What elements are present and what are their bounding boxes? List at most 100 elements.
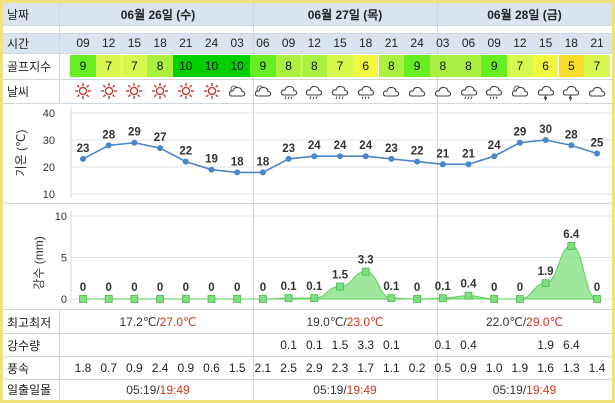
rain-point (516, 295, 524, 303)
time-cell: 21 (179, 36, 193, 50)
temp-data-label: 23 (77, 143, 90, 155)
cloud-icon (379, 81, 403, 101)
rain-point (79, 295, 87, 303)
sun-icon (200, 81, 224, 101)
time-cell: 12 (102, 36, 116, 50)
temp-data-label: 24 (488, 140, 501, 152)
golf-index-cell: 9 (404, 55, 430, 77)
sunrise-time: 05:19/ (126, 382, 160, 397)
sunset-time: 19:49 (346, 382, 377, 397)
golf-index-cell: 8 (378, 55, 405, 77)
time-cell: 03 (230, 36, 244, 50)
temp-point (182, 158, 189, 165)
temp-point (362, 153, 369, 160)
rain-data-label: 0 (131, 282, 137, 294)
date-day2: 06월 27일 (목) (307, 7, 383, 22)
wind-cell: 1.6 (537, 361, 554, 375)
wind-cell: 1.5 (228, 361, 246, 375)
temp-tick-label: 40 (43, 108, 55, 120)
precip-cell: 0.4 (460, 338, 477, 352)
min-temp: 19.0℃ (306, 315, 344, 329)
rain-point (310, 294, 319, 303)
sun-icon (97, 81, 121, 101)
rain-point (233, 295, 242, 303)
golf-index-label: 골프지수 (7, 59, 52, 74)
temp-data-label: 29 (128, 127, 141, 139)
time-row (3, 33, 612, 53)
rain-data-label: 6.4 (563, 229, 580, 241)
temp-point (157, 145, 164, 152)
min-temp: 22.0℃ (485, 315, 523, 329)
row-divider (3, 53, 612, 54)
time-cell: 09 (487, 36, 501, 50)
col-divider (59, 309, 60, 400)
wind-cell: 1.0 (485, 361, 503, 375)
time-cell: 21 (590, 36, 604, 50)
temp-data-label: 28 (102, 129, 115, 141)
golf-index-cell: 6 (352, 55, 379, 77)
precipitation-chart: 0 5 10 강수 (mm) 0 0 0 0 0 0 0 0 0.1 0.1 1.5 3.3 0.1 0 0.1 0.… (32, 210, 612, 306)
row-divider (3, 379, 612, 380)
time-cell: 06 (256, 36, 270, 50)
minmax-cell: 17.2℃/27.0℃ (63, 311, 253, 333)
wind-cell: 2.4 (151, 361, 169, 375)
temp-axis-label: 기온 (℃) (14, 130, 28, 177)
cloud-icon (585, 81, 609, 101)
golf-index-cell: 8 (301, 55, 328, 77)
rain-data-label: 0 (517, 282, 523, 294)
time-cell: 24 (204, 36, 219, 50)
row-divider (3, 103, 612, 104)
golf-index-cell: 10 (224, 55, 250, 77)
wind-cell: 0.9 (126, 361, 143, 375)
storm-icon (559, 81, 583, 101)
precip-cell (147, 334, 173, 356)
precip-cell (121, 334, 147, 356)
time-cell: 18 (359, 36, 373, 50)
rain-data-label: 0 (80, 282, 86, 294)
time-cell: 15 (333, 36, 347, 50)
temp-point (80, 155, 86, 162)
golf-index-cell: 7 (507, 55, 533, 77)
temp-point (285, 155, 292, 162)
rain-data-label: 0 (260, 282, 266, 294)
time-cell: 09 (76, 36, 90, 50)
max-temp: 23.0℃ (346, 315, 384, 329)
wind-cell: 1.3 (562, 361, 580, 375)
wind-cell: 0.9 (177, 361, 195, 375)
golf-index-cell: 8 (147, 55, 173, 77)
date-day1: 06월 26일 (수) (120, 7, 196, 22)
precip-cell (173, 334, 199, 356)
precip-cell (70, 334, 96, 356)
max-temp: 29.0℃ (526, 315, 564, 329)
temp-data-label: 29 (514, 127, 527, 139)
rain-data-label: 0 (594, 282, 600, 294)
temp-data-label: 21 (436, 148, 449, 160)
time-cell: 15 (127, 36, 142, 50)
golf-index-cell: 8 (455, 55, 482, 77)
temp-data-label: 18 (257, 156, 270, 168)
temp-data-label: 22 (411, 146, 424, 158)
precip-cell (96, 334, 122, 356)
time-cell: 15 (538, 36, 553, 50)
temp-point (131, 139, 138, 146)
rain-data-label: 0.1 (383, 281, 400, 293)
col-divider (59, 33, 60, 103)
rain-cloud-icon (457, 81, 481, 101)
golf-index-cell: 10 (198, 55, 225, 77)
wind-cell: 0.6 (203, 361, 220, 375)
rain-data-label: 0 (208, 282, 214, 294)
temp-point (105, 142, 112, 149)
golf-index-cell: 9 (250, 55, 276, 77)
rain-point (104, 295, 113, 303)
rain-point (464, 291, 473, 300)
rain-point (387, 294, 396, 303)
rain-point (156, 295, 165, 303)
precip-cell: 6.4 (562, 338, 580, 352)
sunset-time: 19:49 (526, 382, 557, 397)
rain-data-label: 0 (183, 282, 189, 294)
temp-data-label: 25 (591, 138, 604, 150)
partly-cloudy-icon (225, 81, 249, 101)
rain-point (567, 241, 576, 250)
temp-point (516, 139, 523, 146)
precip-cell: 0.1 (280, 338, 297, 352)
